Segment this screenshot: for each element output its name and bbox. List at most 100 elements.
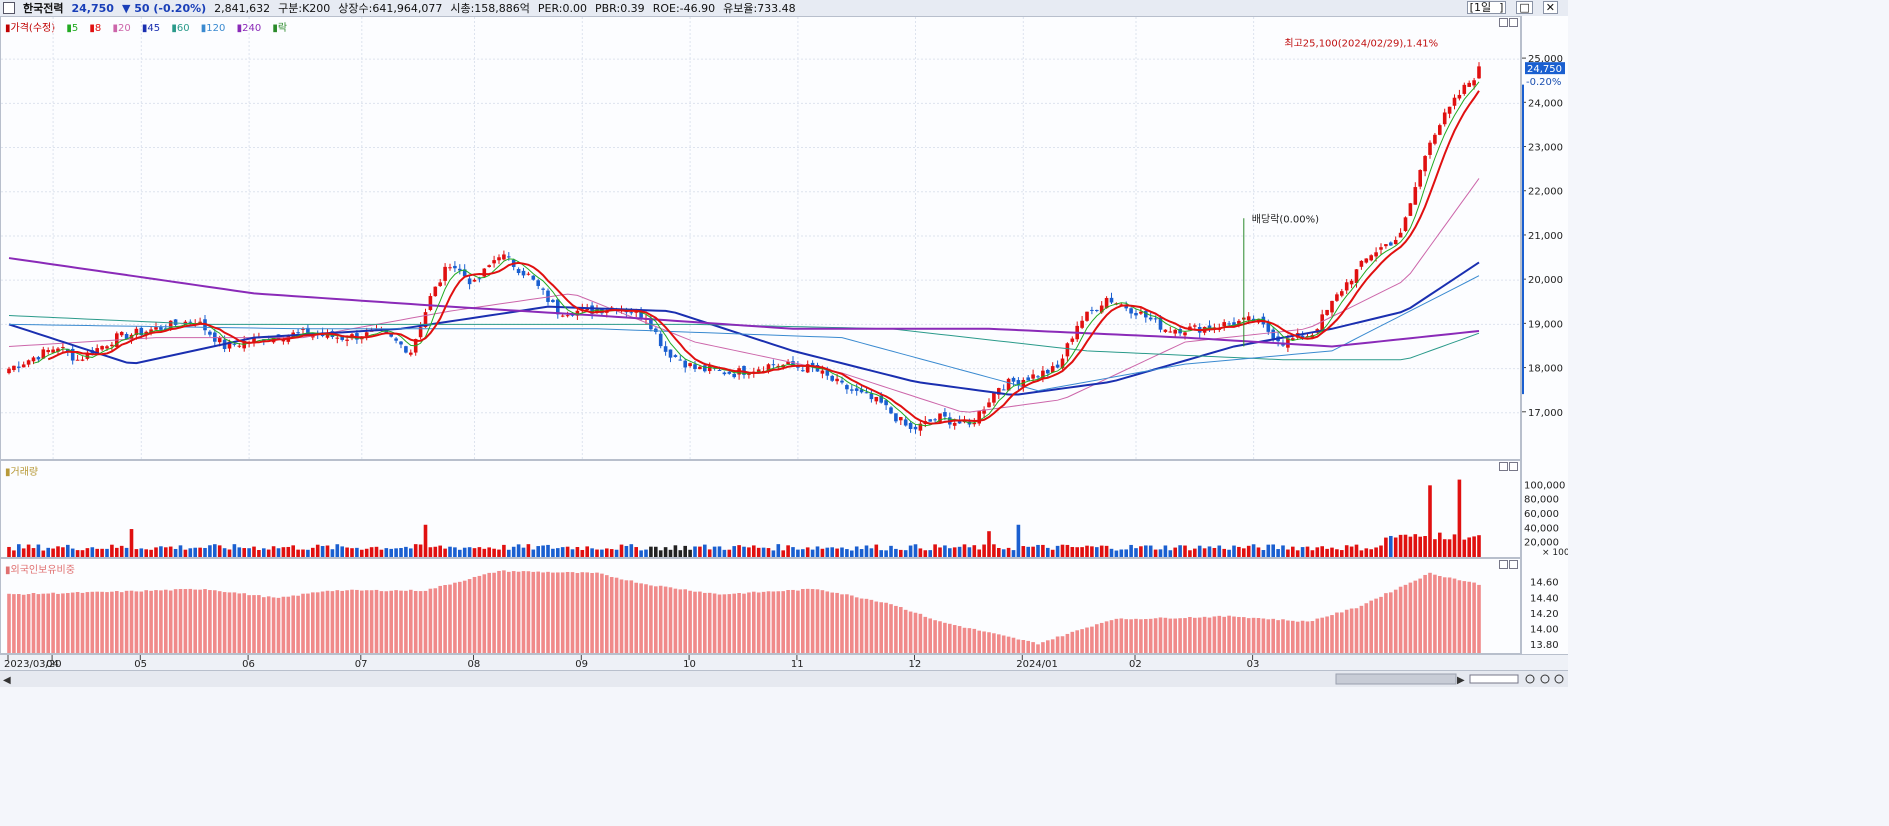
- candle-body: [1109, 297, 1114, 303]
- volume-bar: [350, 548, 354, 557]
- scroll-left-icon[interactable]: ◀: [3, 675, 11, 686]
- volume-bar: [1433, 539, 1437, 557]
- foreign-bar: [560, 572, 565, 653]
- foreign-bar: [1173, 618, 1177, 653]
- volume-bar: [1065, 544, 1070, 557]
- volume-bar: [188, 548, 193, 557]
- candle-body: [938, 413, 942, 423]
- candle-body: [1462, 84, 1467, 94]
- candle-body: [1442, 112, 1447, 125]
- foreign-bar: [1207, 617, 1212, 653]
- candle-body: [80, 359, 85, 361]
- volume-close-icon[interactable]: [1509, 462, 1518, 471]
- foreign-bar: [315, 592, 320, 653]
- volume-bar: [21, 548, 26, 557]
- close-icon[interactable]: ✕: [1542, 1, 1558, 14]
- volume-bar: [825, 547, 830, 557]
- volume-bar: [492, 548, 496, 557]
- foreign-bar: [786, 590, 790, 653]
- panel-close-icon[interactable]: [1509, 18, 1518, 27]
- candle-body: [854, 388, 859, 391]
- zoom-in-icon[interactable]: [1540, 674, 1550, 684]
- zoom-slider[interactable]: [1469, 674, 1519, 684]
- foreign-bar: [634, 582, 638, 653]
- volume-bar: [237, 547, 242, 557]
- foreign-bar: [575, 573, 580, 653]
- volume-bar: [948, 548, 952, 557]
- foreign-bar: [399, 590, 403, 653]
- scroll-right-icon[interactable]: ▶: [1457, 675, 1465, 686]
- candle-body: [1148, 317, 1153, 320]
- foreign-bar: [85, 592, 90, 653]
- foreign-bar: [1423, 574, 1427, 653]
- volume-bar: [291, 545, 295, 557]
- price-panel[interactable]: ▮가격(수정) ▮5 ▮8 ▮20 ▮45 ▮60 ▮120 ▮240 ▮락 최…: [0, 16, 1521, 460]
- candle-body: [448, 267, 452, 269]
- foreign-bar: [1099, 622, 1104, 653]
- candle-body: [884, 400, 888, 406]
- maximize-icon[interactable]: □: [1516, 1, 1533, 14]
- volume-bar: [658, 550, 663, 557]
- candle-body: [119, 331, 124, 336]
- volume-bar: [173, 548, 178, 557]
- volume-bar: [997, 547, 1001, 557]
- foreign-bar: [698, 591, 702, 653]
- period-button[interactable]: [1일]: [1466, 1, 1507, 14]
- foreign-chart[interactable]: [1, 559, 1520, 653]
- candle-body: [668, 349, 673, 358]
- foreign-close-icon[interactable]: [1509, 560, 1518, 569]
- stock-name[interactable]: 한국전력: [23, 2, 64, 15]
- volume-bar: [100, 548, 104, 557]
- zoom-out-icon[interactable]: [1525, 674, 1535, 684]
- volume-bar: [1413, 534, 1418, 557]
- panel-max-icon[interactable]: [1499, 18, 1508, 27]
- volume-bar: [854, 546, 859, 557]
- chart-scrollbar[interactable]: ◀ ▶: [0, 670, 1568, 687]
- foreign-bar: [732, 593, 736, 653]
- volume-bar: [1389, 535, 1393, 557]
- foreign-bar: [1271, 618, 1275, 653]
- volume-bar: [1418, 536, 1422, 557]
- foreign-bar: [502, 570, 506, 653]
- candle-body: [487, 265, 491, 267]
- foreign-bar: [232, 592, 237, 653]
- volume-bar: [845, 549, 849, 557]
- volume-panel[interactable]: ▮거래량: [0, 460, 1521, 558]
- volume-bar: [516, 544, 521, 557]
- volume-chart[interactable]: [1, 461, 1520, 557]
- candle-body: [61, 347, 65, 349]
- foreign-bar: [830, 592, 834, 653]
- scrollbar-svg[interactable]: ◀ ▶: [0, 671, 1568, 687]
- candle-body: [1457, 94, 1462, 99]
- candle-body: [21, 364, 26, 368]
- volume-max-icon[interactable]: [1499, 462, 1508, 471]
- title-bar: 한국전력 24,750 ▼ 50 (-0.20%) 2,841,632 구분:K…: [0, 0, 1568, 17]
- zoom-reset-icon[interactable]: [1554, 674, 1564, 684]
- volume-bar: [1442, 539, 1447, 557]
- candle-body: [85, 352, 90, 359]
- volume-bar: [565, 546, 570, 557]
- volume-bar: [1021, 546, 1026, 557]
- scroll-thumb[interactable]: [1335, 673, 1457, 685]
- volume-bar: [560, 547, 565, 557]
- foreign-bar: [164, 589, 168, 653]
- foreign-max-icon[interactable]: [1499, 560, 1508, 569]
- foreign-bar: [1335, 612, 1339, 653]
- date-label: 2023/03/20: [4, 659, 62, 670]
- candle-body: [972, 422, 977, 425]
- volume-bar: [1232, 545, 1236, 557]
- candle-body: [541, 288, 545, 290]
- price-chart[interactable]: 최고25,100(2024/02/29),1.41%최저16,030(2023/…: [1, 17, 1520, 459]
- foreign-bar: [1178, 618, 1182, 653]
- volume-bar: [590, 548, 594, 557]
- window-menu-icon[interactable]: [3, 2, 15, 14]
- foreign-bar: [281, 596, 286, 653]
- volume-bar: [325, 545, 330, 557]
- volume-bar: [575, 547, 580, 557]
- candle-body: [551, 299, 555, 302]
- foreign-bar: [433, 588, 438, 653]
- volume-legend: ▮거래량: [5, 467, 39, 478]
- candle-body: [1467, 82, 1471, 87]
- volume-bar: [840, 547, 844, 557]
- foreign-panel[interactable]: ▮외국인보유비중: [0, 558, 1521, 654]
